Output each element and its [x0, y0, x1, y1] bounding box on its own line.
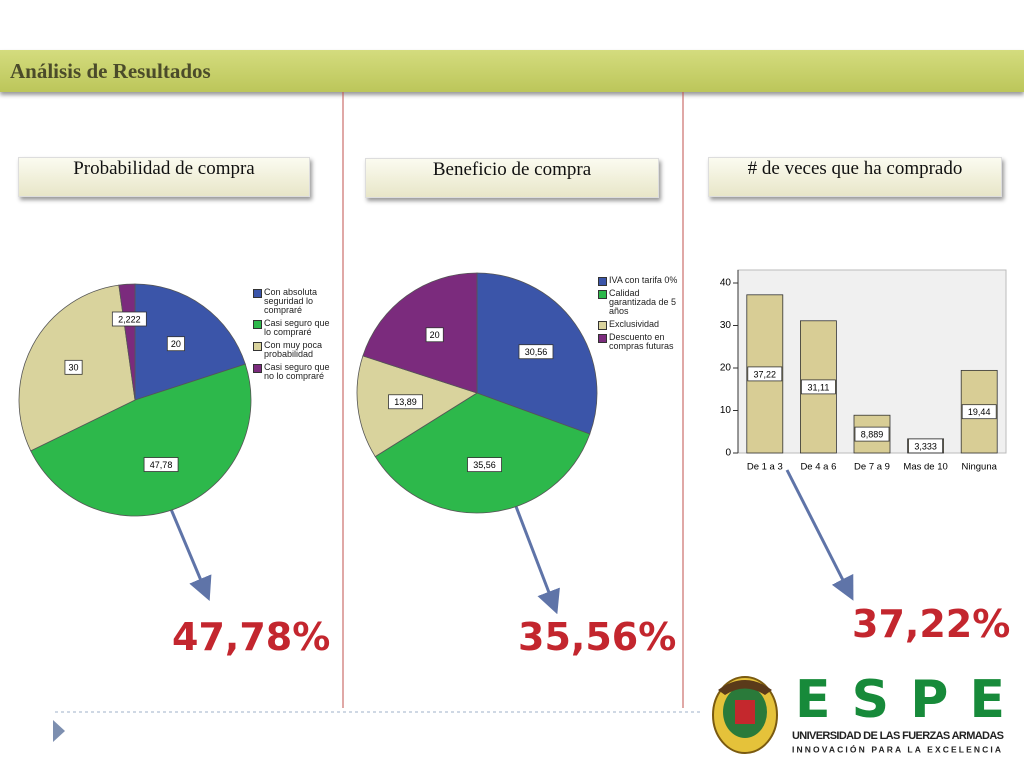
legend-swatch: [598, 290, 607, 299]
value-label: 30,56: [525, 347, 548, 357]
value-label-box: [908, 438, 943, 454]
panel-label: Probabilidad de compra: [18, 157, 310, 197]
nav-triangle: [53, 720, 65, 742]
x-tick-label: De 4 a 6: [800, 462, 836, 473]
y-tick-label: 40: [720, 278, 732, 289]
pie-slice: [134, 283, 246, 401]
legend-item: Casi seguro que no lo compraré: [253, 363, 336, 381]
value-label-box: [801, 379, 836, 395]
value-label: 13,89: [394, 397, 417, 407]
x-tick-label: Ninguna: [962, 462, 998, 473]
arrow: [510, 495, 560, 615]
legend-swatch: [253, 364, 262, 373]
header-title: Análisis de Resultados: [10, 59, 211, 83]
value-label-box: [64, 359, 83, 375]
pie-slice: [30, 363, 252, 517]
y-tick-label: 10: [720, 405, 732, 416]
panel-label: Beneficio de compra: [365, 158, 659, 198]
legend-swatch: [253, 320, 262, 329]
value-label: 31,11: [807, 382, 829, 392]
legend-item: Casi seguro que lo compraré: [253, 319, 336, 337]
legend-swatch: [253, 289, 262, 298]
value-label: 2,222: [118, 314, 141, 324]
value-label-box: [467, 457, 502, 473]
y-tick-label: 20: [720, 363, 732, 374]
x-tick-label: De 7 a 9: [854, 462, 890, 473]
x-tick-label: De 1 a 3: [747, 462, 783, 473]
legend-swatch: [598, 334, 607, 343]
value-label: 35,56: [473, 460, 496, 470]
pie-slice: [362, 272, 478, 394]
pie-slice: [374, 392, 591, 514]
value-label-box: [388, 394, 423, 410]
highlight: 37,22%: [852, 602, 1011, 646]
legend-item: Descuento en compras futuras: [598, 333, 681, 351]
legend-item: Exclusividad: [598, 320, 681, 330]
value-label: 47,78: [150, 460, 173, 470]
logo-name: ESPE: [795, 670, 1005, 730]
x-tick-label: Mas de 10: [903, 462, 947, 473]
value-label-box: [166, 336, 185, 352]
highlight: 35,56%: [518, 615, 677, 659]
arrow: [785, 469, 854, 601]
legend-item: Con muy poca probabilidad: [253, 341, 336, 359]
y-tick-label: 0: [725, 448, 731, 459]
value-label: 37,22: [754, 369, 777, 379]
value-label-box: [143, 457, 179, 472]
value-label: 3,333: [914, 441, 937, 451]
panel-label: # de veces que ha comprado: [708, 157, 1002, 197]
value-label: 19,44: [968, 407, 991, 417]
header-bar: Análisis de Resultados: [0, 50, 1024, 92]
value-label-box: [961, 404, 997, 420]
legend-swatch: [598, 321, 607, 330]
logo-line: INNOVACIÓN PARA LA EXCELENCIA: [792, 743, 1004, 754]
value-label-box: [518, 344, 554, 360]
legend-item: Con absoluta seguridad lo compraré: [253, 288, 336, 315]
value-label-box: [425, 327, 444, 343]
emblem: [712, 676, 778, 754]
value-label-box: [747, 366, 783, 382]
highlight: 47,78%: [172, 615, 331, 659]
y-tick-label: 30: [720, 320, 732, 331]
value-label: 20: [171, 339, 181, 349]
legend-item: Calidad garantizada de 5 años: [598, 289, 681, 316]
legend-swatch: [253, 342, 262, 351]
value-label-box: [111, 311, 147, 327]
logo-line: UNIVERSIDAD DE LAS FUERZAS ARMADAS: [792, 730, 1004, 742]
legend-swatch: [598, 277, 607, 286]
value-label-box: [854, 426, 890, 442]
legend-item: IVA con tarifa 0%: [598, 276, 681, 286]
value-label: 30: [69, 363, 79, 373]
value-label: 8,889: [861, 429, 884, 439]
value-label: 20: [430, 330, 440, 340]
